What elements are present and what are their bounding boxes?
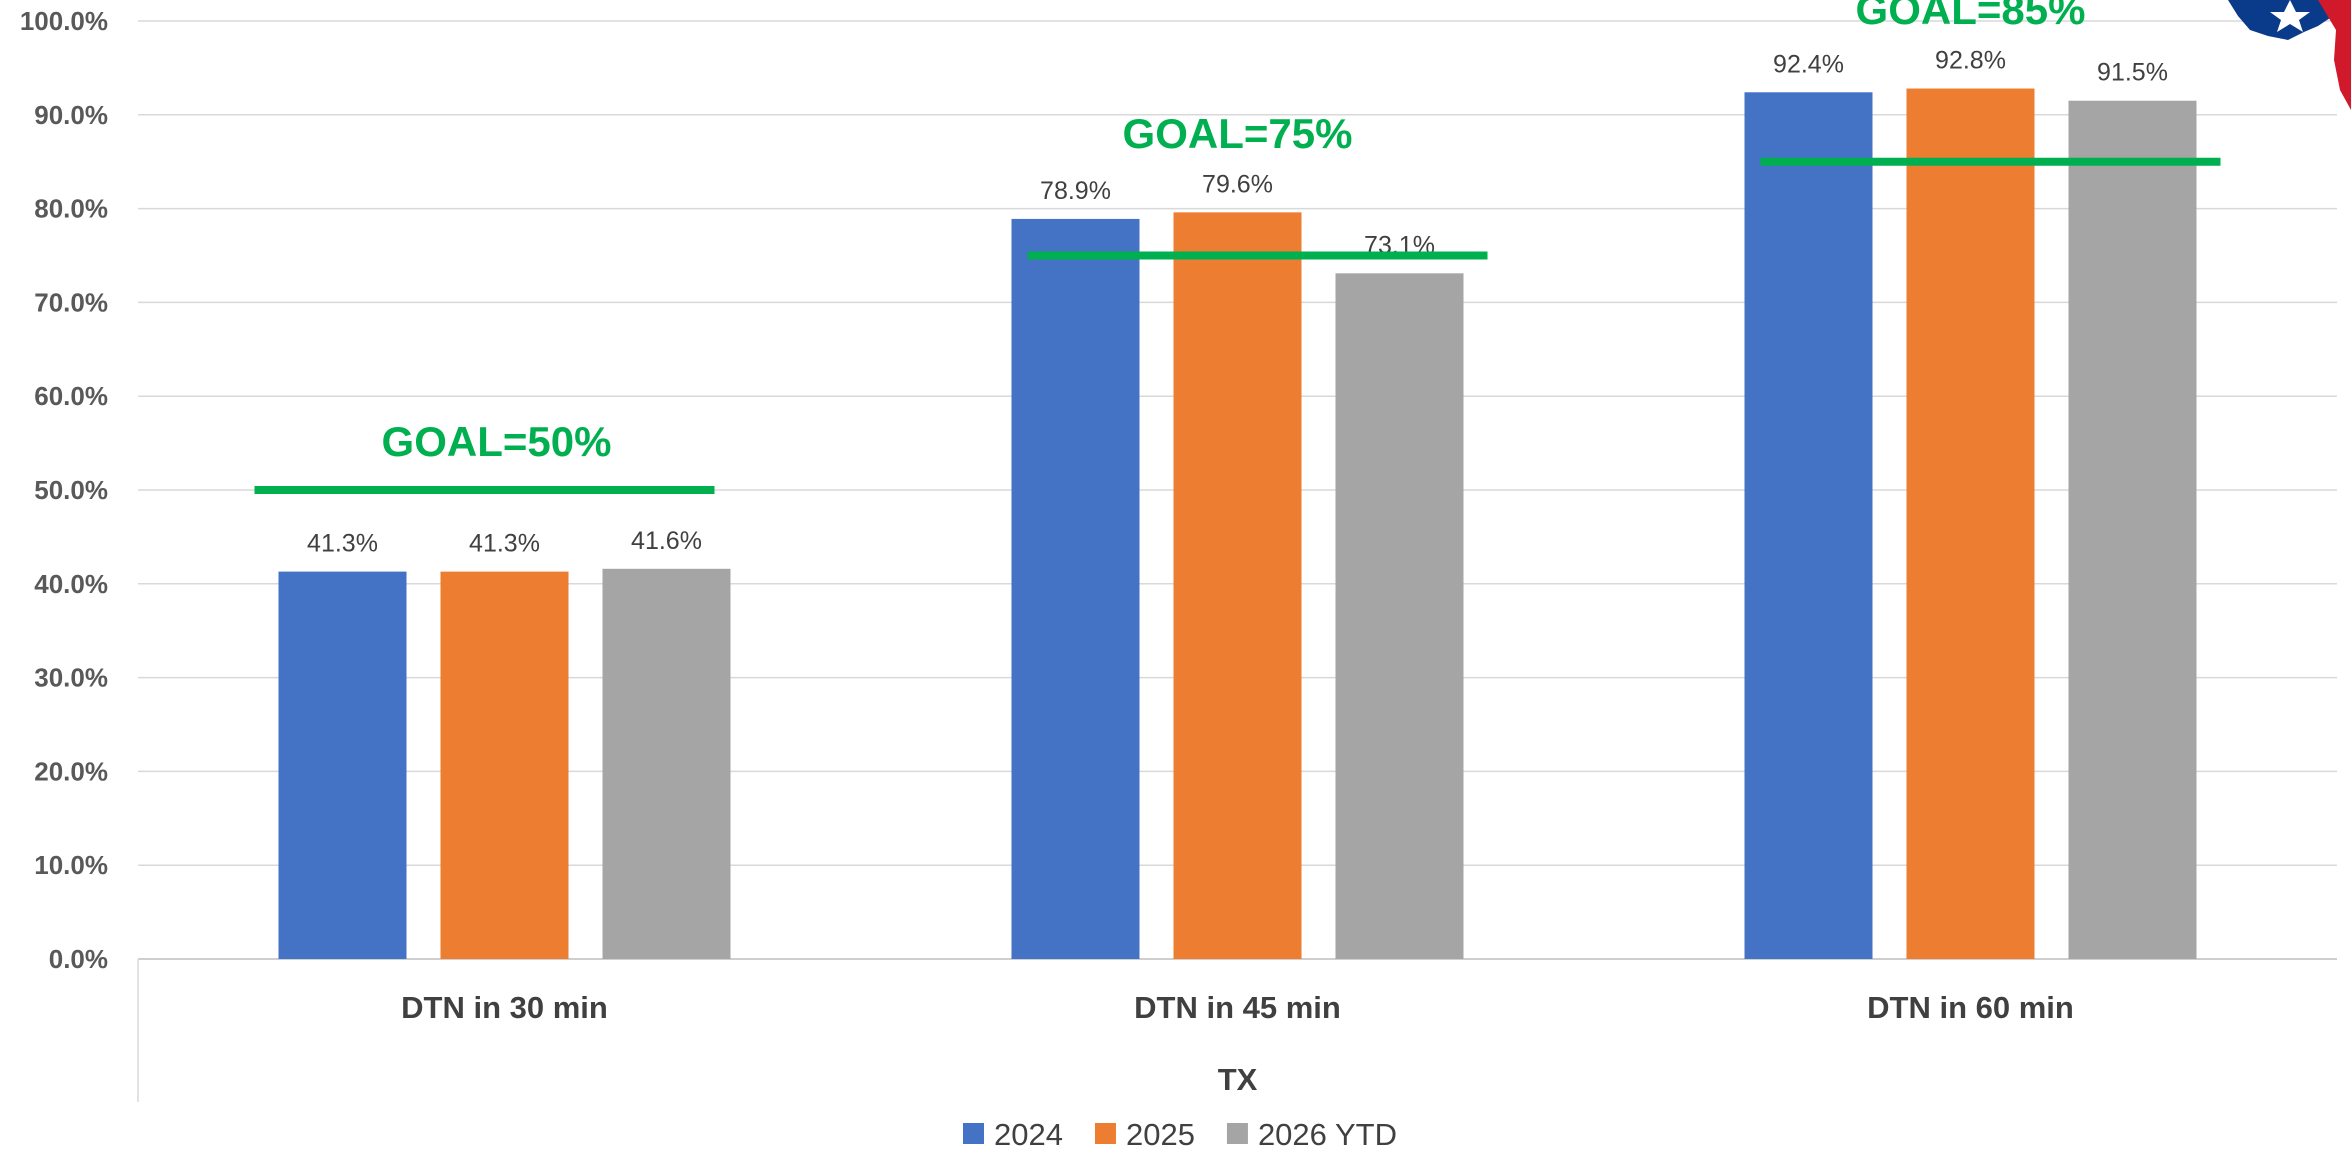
bar xyxy=(2068,100,2197,960)
legend-swatch xyxy=(963,1123,984,1144)
data-label: 41.3% xyxy=(307,530,378,558)
y-tick-label: 90.0% xyxy=(34,100,108,130)
bar xyxy=(1011,218,1140,960)
bar xyxy=(1173,212,1302,960)
legend-swatch xyxy=(1094,1123,1116,1144)
y-tick-label: 50.0% xyxy=(34,475,108,505)
bars xyxy=(278,88,2197,960)
texas-flag-logo xyxy=(2228,0,2351,110)
y-tick-label: 80.0% xyxy=(34,194,108,224)
goal-lines: GOAL=50% GOAL=75% GOAL=85% xyxy=(254,0,2221,494)
bar xyxy=(1906,88,2035,959)
data-label: 78.9% xyxy=(1040,177,1111,205)
data-label: 92.4% xyxy=(1773,50,1844,78)
goal-label: GOAL=50% xyxy=(382,418,612,465)
legend-label: 2024 xyxy=(994,1117,1063,1152)
y-tick-label: 0.0% xyxy=(49,944,108,974)
y-tick-label: 30.0% xyxy=(34,663,108,693)
bar xyxy=(1335,273,1464,959)
legend: 2024 2025 2026 YTD xyxy=(963,1117,1397,1152)
legend-swatch xyxy=(1226,1123,1248,1144)
category-labels: DTN in 30 min DTN in 45 min DTN in 60 min T… xyxy=(401,990,2074,1097)
y-axis-tick-labels: 0.0% 10.0% 20.0% 30.0% 40.0% 50.0% 60.0% 70.0% 8… xyxy=(20,6,108,974)
y-tick-label: 70.0% xyxy=(34,287,108,317)
goal-label: GOAL=85% xyxy=(1856,0,2086,33)
bar xyxy=(440,571,569,959)
data-label: 92.8% xyxy=(1935,47,2006,75)
y-tick-label: 10.0% xyxy=(34,850,108,880)
data-label: 41.3% xyxy=(469,530,540,558)
category-label: DTN in 30 min xyxy=(401,990,608,1025)
bar xyxy=(602,568,731,959)
y-tick-label: 40.0% xyxy=(34,569,108,599)
legend-label: 2026 YTD xyxy=(1258,1117,1397,1152)
category-label: DTN in 45 min xyxy=(1134,990,1341,1025)
y-tick-label: 60.0% xyxy=(34,381,108,411)
data-label: 91.5% xyxy=(2097,59,2168,87)
bar xyxy=(278,571,407,959)
group-label: TX xyxy=(1218,1062,1258,1097)
category-label: DTN in 60 min xyxy=(1867,990,2074,1025)
bar xyxy=(1744,92,1873,959)
goal-label: GOAL=75% xyxy=(1123,110,1353,157)
legend-label: 2025 xyxy=(1126,1117,1195,1152)
data-label: 41.6% xyxy=(631,527,702,555)
y-tick-label: 20.0% xyxy=(34,756,108,786)
y-tick-label: 100.0% xyxy=(20,6,108,36)
data-label: 79.6% xyxy=(1202,170,1273,198)
